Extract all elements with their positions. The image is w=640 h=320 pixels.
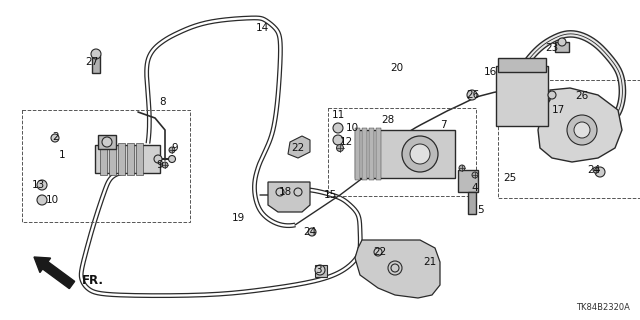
Polygon shape bbox=[288, 136, 310, 158]
Text: 21: 21 bbox=[424, 257, 436, 267]
Text: TK84B2320A: TK84B2320A bbox=[576, 303, 630, 312]
FancyArrow shape bbox=[34, 257, 75, 289]
Text: 9: 9 bbox=[157, 160, 163, 170]
Circle shape bbox=[333, 123, 343, 133]
Text: 28: 28 bbox=[381, 115, 395, 125]
Bar bbox=[498, 58, 546, 72]
Polygon shape bbox=[538, 88, 622, 162]
Text: 2: 2 bbox=[52, 132, 60, 142]
Text: FR.: FR. bbox=[82, 274, 104, 286]
Text: 7: 7 bbox=[440, 120, 446, 130]
Text: 24: 24 bbox=[588, 165, 600, 175]
Circle shape bbox=[333, 135, 343, 145]
Circle shape bbox=[154, 155, 162, 163]
Circle shape bbox=[391, 264, 399, 272]
Circle shape bbox=[37, 195, 47, 205]
Circle shape bbox=[37, 180, 47, 190]
Text: 19: 19 bbox=[232, 213, 244, 223]
Text: 26: 26 bbox=[467, 90, 479, 100]
Circle shape bbox=[593, 167, 599, 173]
Text: 20: 20 bbox=[390, 63, 404, 73]
Bar bbox=[328, 108, 476, 196]
Polygon shape bbox=[355, 240, 440, 298]
Circle shape bbox=[337, 145, 344, 151]
Bar bbox=[118, 143, 125, 175]
Circle shape bbox=[402, 136, 438, 172]
Circle shape bbox=[574, 122, 590, 138]
Circle shape bbox=[467, 90, 477, 100]
Bar bbox=[95, 145, 160, 173]
Text: 10: 10 bbox=[45, 195, 59, 205]
Bar bbox=[100, 143, 107, 175]
Text: 22: 22 bbox=[373, 247, 387, 257]
Bar bbox=[376, 128, 381, 180]
Text: 22: 22 bbox=[291, 143, 305, 153]
Circle shape bbox=[558, 38, 566, 46]
Bar bbox=[555, 42, 569, 52]
Circle shape bbox=[162, 162, 168, 168]
Bar bbox=[362, 128, 367, 180]
Text: 23: 23 bbox=[545, 43, 559, 53]
Circle shape bbox=[51, 134, 59, 142]
Circle shape bbox=[315, 265, 325, 275]
Bar bbox=[92, 55, 100, 73]
Bar bbox=[355, 130, 455, 178]
Circle shape bbox=[459, 165, 465, 171]
Circle shape bbox=[388, 261, 402, 275]
Text: 26: 26 bbox=[575, 91, 589, 101]
Bar bbox=[496, 66, 548, 126]
Circle shape bbox=[410, 144, 430, 164]
Text: 16: 16 bbox=[483, 67, 497, 77]
Text: 11: 11 bbox=[332, 110, 344, 120]
Circle shape bbox=[169, 147, 175, 153]
Circle shape bbox=[595, 167, 605, 177]
Circle shape bbox=[91, 49, 101, 59]
Bar bbox=[369, 128, 374, 180]
Circle shape bbox=[294, 188, 302, 196]
Circle shape bbox=[374, 248, 382, 256]
Text: 10: 10 bbox=[346, 123, 358, 133]
Text: 14: 14 bbox=[255, 23, 269, 33]
Bar bbox=[136, 143, 143, 175]
Bar bbox=[468, 192, 476, 214]
Text: 13: 13 bbox=[31, 180, 45, 190]
Polygon shape bbox=[268, 182, 310, 212]
Text: 3: 3 bbox=[315, 265, 321, 275]
Text: 25: 25 bbox=[504, 173, 516, 183]
Circle shape bbox=[567, 115, 597, 145]
Circle shape bbox=[102, 137, 112, 147]
Circle shape bbox=[308, 228, 316, 236]
Bar bbox=[98, 135, 116, 149]
Bar bbox=[458, 170, 478, 192]
Text: 18: 18 bbox=[278, 187, 292, 197]
Bar bbox=[498, 80, 640, 198]
Bar bbox=[22, 110, 190, 222]
Bar bbox=[109, 143, 116, 175]
Text: 24: 24 bbox=[303, 227, 317, 237]
Text: 5: 5 bbox=[477, 205, 483, 215]
Text: 15: 15 bbox=[323, 190, 337, 200]
Circle shape bbox=[276, 188, 284, 196]
Bar bbox=[127, 143, 134, 175]
Circle shape bbox=[548, 91, 556, 99]
Text: 9: 9 bbox=[172, 143, 179, 153]
Text: 1: 1 bbox=[59, 150, 65, 160]
Text: 4: 4 bbox=[472, 183, 478, 193]
Circle shape bbox=[472, 172, 478, 178]
Bar bbox=[355, 128, 360, 180]
Circle shape bbox=[168, 156, 175, 163]
Text: 27: 27 bbox=[85, 57, 99, 67]
Text: 8: 8 bbox=[160, 97, 166, 107]
Bar bbox=[315, 265, 327, 277]
Text: 17: 17 bbox=[552, 105, 564, 115]
Text: 12: 12 bbox=[339, 137, 353, 147]
